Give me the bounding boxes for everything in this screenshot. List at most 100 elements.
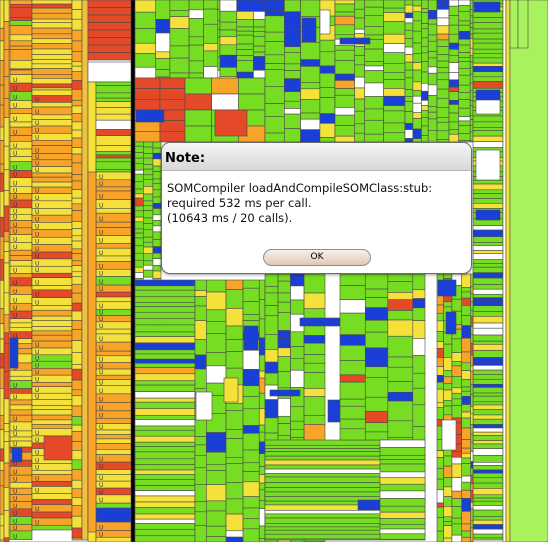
treemap-cell[interactable] <box>71 228 83 237</box>
treemap-cell[interactable] <box>134 66 157 79</box>
treemap-cell[interactable] <box>152 196 162 204</box>
treemap-cell[interactable] <box>472 427 504 433</box>
treemap-cell[interactable] <box>354 132 366 143</box>
treemap-cell[interactable] <box>300 118 321 130</box>
treemap-cell[interactable] <box>9 530 33 540</box>
treemap-cell[interactable] <box>470 343 474 356</box>
treemap-cell[interactable] <box>421 117 429 127</box>
treemap-cell[interactable] <box>31 499 73 505</box>
treemap-cell[interactable] <box>169 72 190 79</box>
treemap-cell[interactable] <box>264 132 285 142</box>
treemap-cell[interactable] <box>387 273 414 283</box>
treemap-cell[interactable] <box>31 12 73 20</box>
treemap-cell[interactable] <box>470 384 474 395</box>
treemap-cell[interactable] <box>461 325 472 339</box>
treemap-cell[interactable] <box>95 296 135 303</box>
treemap-cell[interactable] <box>236 11 254 20</box>
treemap-cell[interactable] <box>404 61 414 71</box>
treemap-cell[interactable] <box>152 246 162 254</box>
treemap-cell[interactable] <box>448 79 460 88</box>
treemap-cell[interactable] <box>412 338 426 356</box>
treemap-cell[interactable] <box>134 296 196 303</box>
treemap-cell[interactable] <box>184 93 212 111</box>
treemap-cell[interactable] <box>258 453 266 467</box>
treemap-cell[interactable] <box>71 203 83 211</box>
treemap-cell[interactable] <box>339 374 366 383</box>
treemap-cell[interactable] <box>383 12 406 22</box>
treemap-cell[interactable] <box>225 536 244 542</box>
treemap-cell[interactable] <box>134 342 196 351</box>
treemap-cell[interactable] <box>31 176 73 183</box>
treemap-cell[interactable] <box>71 89 83 101</box>
treemap-cell[interactable] <box>152 214 162 221</box>
treemap-cell[interactable] <box>472 378 504 385</box>
treemap-cell[interactable] <box>334 3 356 13</box>
treemap-cell[interactable] <box>134 193 144 199</box>
treemap-cell[interactable] <box>364 366 389 378</box>
treemap-cell[interactable] <box>31 419 73 425</box>
treemap-cell[interactable] <box>364 422 389 433</box>
treemap-cell[interactable] <box>443 537 453 542</box>
treemap-cell[interactable] <box>303 362 326 373</box>
treemap-cell[interactable] <box>472 533 504 539</box>
treemap-cell[interactable] <box>472 28 504 34</box>
treemap-cell[interactable] <box>264 63 285 70</box>
treemap-cell[interactable] <box>71 51 83 63</box>
treemap-cell[interactable] <box>404 111 414 124</box>
treemap-cell[interactable] <box>339 405 366 420</box>
treemap-cell[interactable] <box>472 297 504 302</box>
treemap-cell[interactable] <box>469 105 474 116</box>
treemap-cell[interactable] <box>71 488 83 499</box>
treemap-cell[interactable] <box>284 113 301 129</box>
treemap-cell[interactable] <box>461 457 472 464</box>
treemap-cell[interactable] <box>461 447 472 454</box>
treemap-cell[interactable] <box>258 392 266 409</box>
treemap-cell[interactable] <box>264 41 285 56</box>
treemap-cell[interactable] <box>427 57 438 68</box>
treemap-cell[interactable] <box>472 340 504 345</box>
treemap-cell[interactable] <box>412 112 422 119</box>
treemap-cell[interactable] <box>383 95 406 106</box>
treemap-cell[interactable] <box>458 61 471 69</box>
treemap-cell[interactable] <box>264 349 279 363</box>
treemap-cell[interactable] <box>284 11 301 30</box>
treemap-cell[interactable] <box>319 9 331 35</box>
treemap-cell[interactable] <box>134 401 196 409</box>
treemap-cell[interactable] <box>383 7 406 13</box>
treemap-cell[interactable] <box>472 316 504 324</box>
treemap-cell[interactable] <box>236 60 254 73</box>
treemap-cell[interactable] <box>436 407 444 420</box>
treemap-cell[interactable] <box>71 441 83 451</box>
treemap-cell[interactable] <box>134 331 196 337</box>
treemap-cell[interactable] <box>134 419 196 427</box>
treemap-cell[interactable] <box>95 101 135 108</box>
treemap-cell[interactable] <box>134 362 196 368</box>
treemap-cell[interactable] <box>206 470 227 486</box>
treemap-cell[interactable] <box>303 354 326 364</box>
treemap-cell[interactable] <box>236 34 254 45</box>
treemap-cell[interactable] <box>242 462 260 472</box>
treemap-cell[interactable] <box>319 51 336 67</box>
treemap-cell[interactable] <box>472 57 504 64</box>
treemap-cell[interactable] <box>206 321 227 334</box>
treemap-cell[interactable] <box>383 132 406 143</box>
treemap-cell[interactable] <box>225 325 244 340</box>
treemap-cell[interactable] <box>134 397 196 403</box>
treemap-cell[interactable] <box>436 88 450 99</box>
treemap-cell[interactable] <box>71 129 83 139</box>
treemap-cell[interactable] <box>3 76 10 99</box>
treemap-cell[interactable] <box>225 438 244 458</box>
treemap-cell[interactable] <box>219 67 238 78</box>
treemap-cell[interactable] <box>143 157 154 165</box>
treemap-cell[interactable] <box>134 210 144 218</box>
treemap-cell[interactable] <box>143 236 154 243</box>
treemap-cell[interactable] <box>143 168 154 176</box>
treemap-cell[interactable] <box>364 70 384 84</box>
treemap-cell[interactable] <box>134 131 161 143</box>
treemap-cell[interactable] <box>470 273 474 287</box>
treemap-cell[interactable] <box>284 100 301 109</box>
treemap-cell[interactable] <box>436 79 450 90</box>
treemap-cell[interactable] <box>95 429 135 435</box>
treemap-cell-large[interactable] <box>509 0 548 542</box>
treemap-cell[interactable] <box>71 283 83 294</box>
